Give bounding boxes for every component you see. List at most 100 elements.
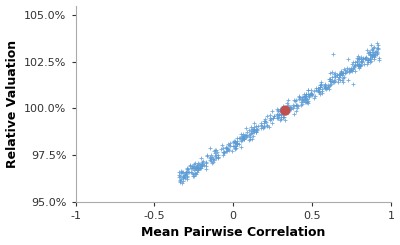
Point <box>352 63 358 67</box>
Point <box>324 85 331 89</box>
Point <box>358 61 364 64</box>
Point <box>224 147 230 151</box>
Point <box>374 51 380 55</box>
Point <box>176 173 183 177</box>
Point <box>302 95 309 98</box>
Point <box>190 164 196 168</box>
Point <box>249 131 255 135</box>
Point <box>369 48 375 52</box>
Point <box>223 149 229 153</box>
Point <box>253 130 259 134</box>
Point <box>362 55 369 59</box>
Point <box>180 175 186 179</box>
Point <box>182 176 188 180</box>
Point <box>283 109 289 113</box>
Point <box>354 60 360 63</box>
Point <box>319 87 326 91</box>
Point <box>317 85 323 89</box>
Point <box>371 57 377 61</box>
Point <box>265 125 272 129</box>
Point <box>178 177 184 181</box>
Point <box>250 127 256 131</box>
Point <box>327 77 334 81</box>
Point <box>345 57 352 61</box>
Point <box>280 111 286 115</box>
Point <box>221 151 228 155</box>
Point <box>241 136 248 140</box>
Point <box>284 105 290 109</box>
Point <box>352 63 358 67</box>
Point <box>313 88 319 92</box>
Point <box>355 63 362 67</box>
Point <box>233 142 240 146</box>
Point <box>299 98 306 102</box>
Point <box>360 56 366 60</box>
Point <box>240 134 247 138</box>
Point <box>310 89 317 93</box>
Point <box>198 162 205 166</box>
Point <box>211 149 217 153</box>
Point <box>375 46 381 50</box>
Point <box>339 78 345 82</box>
Point <box>331 80 337 84</box>
Point <box>290 106 296 110</box>
Point <box>269 109 275 113</box>
Point <box>303 96 309 100</box>
Point <box>294 104 301 108</box>
Point <box>310 96 317 100</box>
Point <box>178 171 184 175</box>
Point <box>371 52 378 56</box>
Point <box>362 57 368 61</box>
Point <box>225 147 231 151</box>
Point <box>200 163 207 167</box>
Point <box>231 144 238 148</box>
Point <box>280 110 287 114</box>
Point <box>261 121 268 125</box>
Point <box>303 98 310 101</box>
Point <box>259 124 266 128</box>
Point <box>354 58 361 61</box>
Point <box>234 139 240 143</box>
Point <box>244 134 250 138</box>
Point <box>298 102 305 106</box>
Point <box>332 79 338 83</box>
Point <box>212 153 219 157</box>
Point <box>194 168 200 172</box>
Point <box>306 94 312 98</box>
Point <box>240 137 247 141</box>
Point <box>358 57 364 61</box>
Point <box>330 78 337 82</box>
Point <box>194 166 201 170</box>
Point <box>243 135 249 139</box>
Point <box>342 71 348 74</box>
Point <box>232 139 238 143</box>
Point <box>227 141 234 145</box>
Point <box>369 52 376 56</box>
Point <box>279 110 286 114</box>
Point <box>203 164 210 168</box>
Point <box>228 149 235 153</box>
Point <box>340 80 346 84</box>
Point <box>294 104 300 108</box>
Point <box>234 142 240 146</box>
Point <box>258 126 264 130</box>
Point <box>369 47 376 51</box>
Point <box>234 141 240 145</box>
Point <box>322 83 328 86</box>
Point <box>372 53 378 57</box>
Point <box>210 160 216 164</box>
Point <box>357 64 363 68</box>
Point <box>282 118 288 122</box>
Point <box>326 84 332 88</box>
Point <box>199 162 205 166</box>
Point <box>193 172 200 176</box>
Point <box>302 100 309 104</box>
Point <box>252 127 259 131</box>
Point <box>247 135 253 139</box>
Point <box>264 114 270 118</box>
Point <box>302 94 308 98</box>
Point <box>374 51 380 55</box>
Point <box>299 95 305 99</box>
Point <box>342 68 348 72</box>
Point <box>354 62 360 66</box>
